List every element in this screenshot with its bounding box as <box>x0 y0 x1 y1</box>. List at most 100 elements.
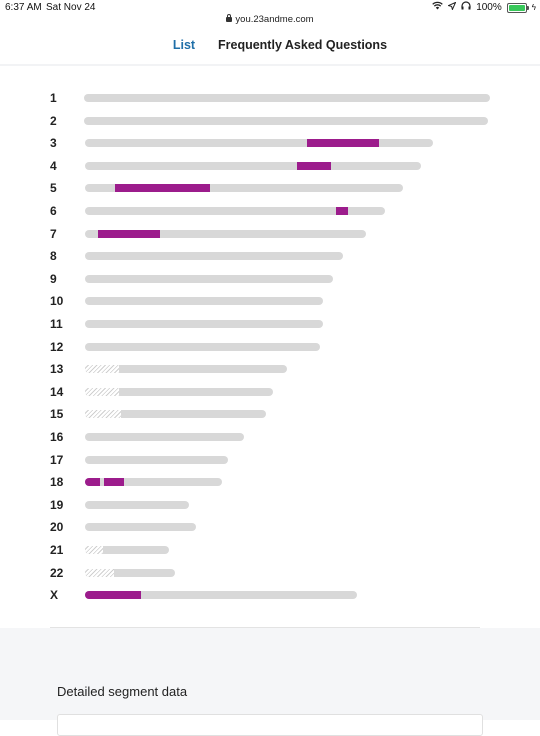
chromosome-label: 16 <box>50 430 64 444</box>
shared-segment[interactable] <box>335 207 348 215</box>
chromosome-label: 2 <box>50 113 57 128</box>
tab-bar: List Frequently Asked Questions <box>0 28 540 66</box>
chromosome-bar[interactable] <box>85 433 244 441</box>
url-text: you.23andme.com <box>235 14 314 25</box>
chromosome-bar[interactable] <box>85 274 334 283</box>
chromosome-row[interactable]: 22 <box>0 562 540 584</box>
chromosome-bar[interactable] <box>84 116 488 125</box>
chromosome-row[interactable]: 1 <box>0 87 540 109</box>
tab-faq[interactable]: Frequently Asked Questions <box>218 38 388 52</box>
chromosome-label: 15 <box>50 407 64 422</box>
url-bar[interactable]: you.23andme.com <box>0 14 540 25</box>
chromosome-label: 3 <box>50 136 57 151</box>
chromosome-row[interactable]: 4 <box>0 155 540 177</box>
chromosome-row[interactable]: 3 <box>0 132 540 154</box>
chromosome-bar[interactable] <box>85 500 189 509</box>
chromosome-bar[interactable] <box>85 410 266 419</box>
chromosome-label: 12 <box>50 339 64 354</box>
chromosome-row[interactable]: 15 <box>0 403 540 425</box>
chromosome-label: 4 <box>50 158 57 173</box>
chromosome-row[interactable]: 16 <box>0 426 540 448</box>
chromosome-label: 17 <box>50 452 64 467</box>
chromosome-bar[interactable] <box>84 94 490 102</box>
chromosome-row[interactable]: 10 <box>0 290 540 312</box>
chromosome-label: 9 <box>50 271 57 286</box>
headphones-icon <box>461 1 471 14</box>
no-data-region <box>85 365 119 374</box>
shared-segment[interactable] <box>85 591 142 600</box>
chromosome-row[interactable]: 8 <box>0 245 540 267</box>
chromosome-bar[interactable] <box>85 387 274 396</box>
chromosome-label: 18 <box>50 475 64 490</box>
charging-icon: ϟ <box>531 2 536 12</box>
chromosome-row[interactable]: 17 <box>0 449 540 471</box>
shared-segment[interactable] <box>296 161 332 170</box>
shared-segment[interactable] <box>97 229 161 238</box>
chromosome-row[interactable]: 20 <box>0 516 540 538</box>
chromosome-bar[interactable] <box>85 523 196 532</box>
chromosome-label: 11 <box>50 317 63 331</box>
chromosome-label: 19 <box>50 497 64 512</box>
battery-icon <box>506 2 529 13</box>
chromosome-row[interactable]: 19 <box>0 494 540 516</box>
chromosome-bar[interactable] <box>85 342 320 351</box>
chromosome-bar[interactable] <box>85 320 323 328</box>
chromosome-bar[interactable] <box>85 455 228 464</box>
chromosome-label: 1 <box>50 91 57 105</box>
tab-list[interactable]: List <box>164 28 204 66</box>
chromosome-row[interactable]: X <box>0 584 540 606</box>
chromosome-bar[interactable] <box>85 184 404 193</box>
chromosome-label: 14 <box>50 384 64 399</box>
chromosome-row[interactable]: 7 <box>0 223 540 245</box>
chromosome-row[interactable]: 2 <box>0 110 540 132</box>
status-time: 6:37 AM <box>5 2 42 13</box>
chromosome-label: 5 <box>50 181 57 196</box>
detail-section: Detailed segment data <box>0 628 540 736</box>
detail-table[interactable] <box>57 714 483 736</box>
chromosome-label: 8 <box>50 249 57 264</box>
chromosome-row[interactable]: 21 <box>0 539 540 561</box>
chromosome-bar[interactable] <box>85 546 170 554</box>
wifi-icon <box>432 1 443 14</box>
chromosome-row[interactable]: 6 <box>0 200 540 222</box>
chromosome-bar[interactable] <box>85 207 385 215</box>
divider <box>0 64 540 66</box>
chromosome-bar[interactable] <box>85 591 358 600</box>
shared-segment[interactable] <box>306 139 380 148</box>
chromosome-label: 10 <box>50 294 64 309</box>
location-icon <box>447 1 457 14</box>
no-data-region <box>85 546 103 554</box>
status-icons: 100% ϟ <box>432 1 536 14</box>
chromosome-bar[interactable] <box>85 229 366 238</box>
chromosome-row[interactable]: 5 <box>0 177 540 199</box>
chromosome-bar[interactable] <box>85 252 343 261</box>
shared-segment[interactable] <box>104 478 124 487</box>
chromosome-row[interactable]: 18 <box>0 471 540 493</box>
divider <box>50 627 480 628</box>
chromosome-label: 21 <box>50 543 64 557</box>
chromosome-row[interactable]: 11 <box>0 313 540 335</box>
chromosome-bar[interactable] <box>85 139 433 148</box>
chromosome-row[interactable]: 12 <box>0 336 540 358</box>
status-bar: 6:37 AM Sat Nov 24 you.23andme.com 100% … <box>0 0 540 28</box>
chromosome-bar[interactable] <box>85 365 288 374</box>
chromosome-bar[interactable] <box>85 161 422 170</box>
chromosome-row[interactable]: 14 <box>0 381 540 403</box>
chromosome-label: 22 <box>50 565 64 580</box>
chromosome-label: X <box>50 588 59 603</box>
chromosome-label: 7 <box>50 226 57 241</box>
chromosome-label: 6 <box>50 204 57 218</box>
shared-segment[interactable] <box>115 184 211 193</box>
chromosome-label: 20 <box>50 520 64 535</box>
chromosome-row[interactable]: 9 <box>0 268 540 290</box>
status-date: Sat Nov 24 <box>46 2 96 13</box>
no-data-region <box>85 568 114 577</box>
detail-title: Detailed segment data <box>57 684 188 699</box>
chromosome-bar[interactable] <box>85 297 323 306</box>
chromosome-bar[interactable] <box>85 478 222 487</box>
chromosome-chart: 1 2 3 4 5 6 7 8 9 10 11 12 13 14 15 16 17 18 19 20 21 22 X <box>0 80 540 610</box>
chromosome-row[interactable]: 13 <box>0 358 540 380</box>
chromosome-bar[interactable] <box>85 568 176 577</box>
shared-segment[interactable] <box>85 478 101 487</box>
chromosome-label: 13 <box>50 362 64 377</box>
